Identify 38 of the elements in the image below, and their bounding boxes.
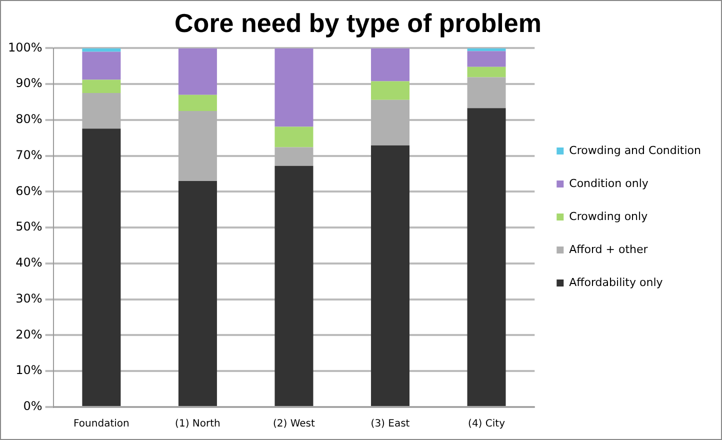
- legend-label: Afford + other: [569, 242, 648, 256]
- bar: [178, 94, 217, 111]
- y-tick-label: 70%: [16, 148, 42, 162]
- y-tick-label: 10%: [16, 363, 42, 378]
- x-tick-label: (4) City: [468, 418, 506, 430]
- legend-label: Crowding only: [569, 210, 648, 223]
- bar: [178, 48, 217, 95]
- y-tick-label: 60%: [16, 184, 42, 198]
- y-tick-label: 100%: [8, 40, 42, 54]
- bar: [82, 48, 121, 52]
- bar: [274, 166, 314, 406]
- bar: [467, 51, 506, 67]
- bar: [370, 48, 410, 82]
- x-tick-label: (3) East: [370, 418, 410, 430]
- legend-label: Condition only: [569, 176, 649, 190]
- y-tick-label: 30%: [16, 291, 42, 306]
- y-tick-label: 50%: [16, 220, 42, 234]
- bar: [370, 81, 410, 100]
- y-tick-label: 80%: [16, 112, 42, 126]
- x-tick-label: (1) North: [175, 418, 220, 430]
- bar: [467, 66, 506, 78]
- y-tick-label: 40%: [16, 256, 42, 270]
- y-tick-label: 0%: [23, 399, 42, 414]
- x-tick-label: (2) West: [273, 418, 316, 430]
- bar: [274, 126, 314, 148]
- bar: [82, 52, 121, 80]
- bar: [82, 80, 121, 94]
- y-tick-label: 20%: [16, 327, 42, 342]
- bar: [467, 108, 506, 406]
- chart-title: Core need by type of problem: [174, 8, 542, 38]
- legend-label: Affordability only: [569, 276, 664, 289]
- bar: [178, 180, 217, 406]
- bar: [370, 145, 410, 406]
- x-tick-label: Foundation: [74, 418, 130, 430]
- bar: [274, 48, 314, 127]
- y-tick-label: 90%: [16, 76, 42, 90]
- bar: [82, 128, 121, 406]
- legend-label: Crowding and Condition: [569, 144, 702, 157]
